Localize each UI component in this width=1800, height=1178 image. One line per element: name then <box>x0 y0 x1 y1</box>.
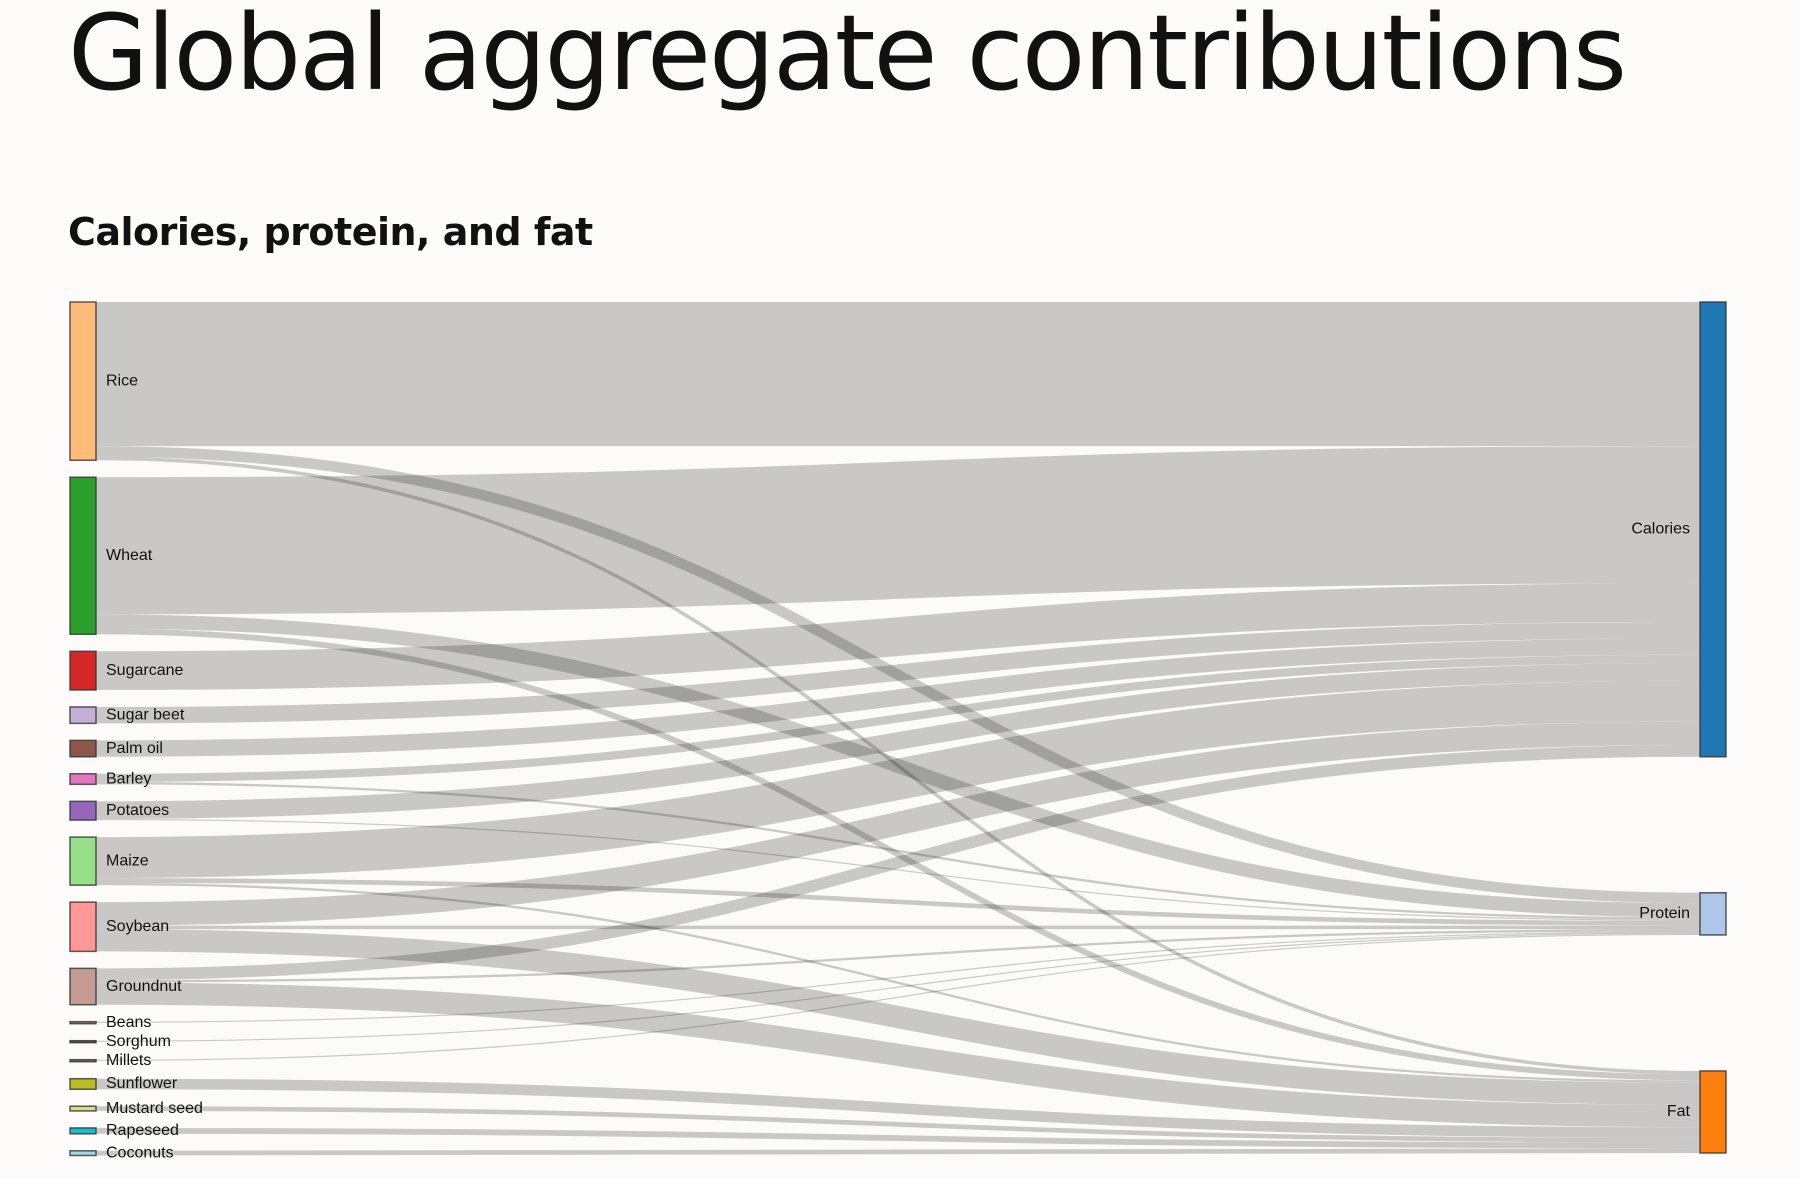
link <box>95 446 1701 904</box>
node-label: Groundnut <box>106 978 182 995</box>
link <box>95 933 1701 1061</box>
link <box>95 662 1701 819</box>
node-label: Beans <box>106 1014 151 1031</box>
link <box>95 1078 1701 1138</box>
node <box>69 967 97 1006</box>
link <box>95 628 1701 1081</box>
node <box>69 1058 97 1063</box>
link <box>95 456 1701 1075</box>
link <box>95 721 1701 926</box>
node <box>69 1105 97 1112</box>
link <box>95 1127 1701 1149</box>
node-label: Mustard seed <box>106 1100 203 1117</box>
link <box>95 621 1701 724</box>
link <box>95 781 1701 920</box>
node <box>69 476 97 636</box>
link <box>95 583 1701 690</box>
node <box>69 739 97 758</box>
link <box>95 1148 1701 1156</box>
node-label: Sugarcane <box>106 662 183 679</box>
link <box>95 929 1701 983</box>
node-label: Millets <box>106 1052 151 1069</box>
node <box>69 706 97 725</box>
node <box>69 1039 97 1044</box>
link <box>95 929 1701 1105</box>
links <box>95 301 1701 1156</box>
page-title: Global aggregate contributions <box>68 0 1627 114</box>
node <box>69 901 97 953</box>
node-label: Wheat <box>106 547 153 564</box>
link <box>95 931 1701 1023</box>
link <box>95 878 1701 926</box>
link <box>95 654 1701 782</box>
node-label: Fat <box>1667 1103 1691 1120</box>
link <box>95 1106 1701 1143</box>
node-label: Potatoes <box>106 802 169 819</box>
link <box>95 982 1701 1128</box>
link <box>95 745 1701 981</box>
link <box>95 638 1701 757</box>
node <box>69 836 97 886</box>
node-label: Maize <box>106 852 149 869</box>
node <box>1699 1070 1727 1154</box>
node-label: Palm oil <box>106 740 163 757</box>
node-label: Calories <box>1631 521 1690 538</box>
node-label: Sunflower <box>106 1075 178 1092</box>
node <box>1699 301 1727 758</box>
node <box>1699 892 1727 936</box>
node-label: Coconuts <box>106 1144 174 1161</box>
node-label: Rice <box>106 372 138 389</box>
link <box>95 614 1701 918</box>
node <box>69 1127 97 1135</box>
node-label: Barley <box>106 770 151 787</box>
node-label: Soybean <box>106 918 169 935</box>
node <box>69 650 97 691</box>
chart-subtitle: Calories, protein, and fat <box>68 210 593 254</box>
node-label: Sugar beet <box>106 706 185 723</box>
link <box>95 446 1701 615</box>
node-label: Sorghum <box>106 1033 171 1050</box>
link <box>95 680 1701 879</box>
link <box>95 882 1701 1083</box>
node <box>69 1077 97 1090</box>
node <box>69 800 97 821</box>
node <box>69 1020 97 1025</box>
link <box>95 818 1701 921</box>
link <box>95 932 1701 1042</box>
node-label: Protein <box>1639 905 1690 922</box>
node-label: Rapeseed <box>106 1122 179 1139</box>
node <box>69 301 97 461</box>
node <box>69 1150 97 1157</box>
node <box>69 773 97 786</box>
